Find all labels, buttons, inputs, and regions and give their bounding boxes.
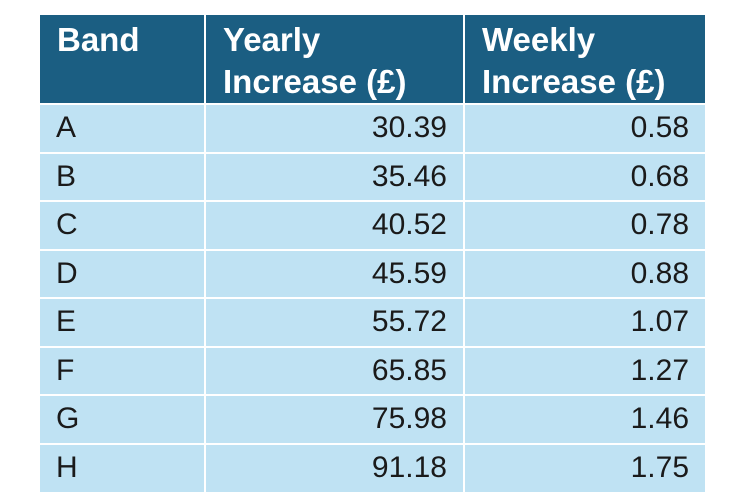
header-weekly-increase: Weekly Increase (£) bbox=[463, 15, 705, 105]
band-cell: D bbox=[40, 248, 206, 299]
header-weekly-line1: Weekly bbox=[482, 21, 596, 58]
band-cell: G bbox=[40, 394, 206, 445]
yearly-increase-cell: 45.59 bbox=[204, 248, 465, 299]
yearly-increase-cell: 91.18 bbox=[204, 442, 465, 492]
header-band: Band bbox=[40, 15, 206, 105]
band-increase-table: Band Yearly Increase (£) Weekly Increase… bbox=[40, 15, 705, 492]
header-yearly-line2: Increase (£) bbox=[223, 63, 407, 100]
yearly-increase-cell: 75.98 bbox=[204, 394, 465, 445]
table-row: B 35.46 0.68 bbox=[40, 151, 705, 202]
header-row: Band Yearly Increase (£) Weekly Increase… bbox=[40, 15, 705, 105]
band-cell: A bbox=[40, 103, 206, 154]
weekly-increase-cell: 1.46 bbox=[463, 394, 705, 445]
weekly-increase-cell: 1.75 bbox=[463, 442, 705, 492]
weekly-increase-cell: 1.27 bbox=[463, 345, 705, 396]
header-weekly-line2: Increase (£) bbox=[482, 63, 666, 100]
header-yearly-line1: Yearly bbox=[223, 21, 321, 58]
band-cell: H bbox=[40, 442, 206, 492]
table-body: A 30.39 0.58 B 35.46 0.68 C 40.52 0.78 D… bbox=[40, 103, 705, 492]
weekly-increase-cell: 0.68 bbox=[463, 151, 705, 202]
yearly-increase-cell: 40.52 bbox=[204, 200, 465, 251]
weekly-increase-cell: 0.58 bbox=[463, 103, 705, 154]
table-row: C 40.52 0.78 bbox=[40, 200, 705, 251]
header-yearly-increase: Yearly Increase (£) bbox=[204, 15, 465, 105]
table-row: F 65.85 1.27 bbox=[40, 345, 705, 396]
weekly-increase-cell: 1.07 bbox=[463, 297, 705, 348]
table-row: H 91.18 1.75 bbox=[40, 442, 705, 492]
header-band-label: Band bbox=[57, 21, 140, 58]
table-header: Band Yearly Increase (£) Weekly Increase… bbox=[40, 15, 705, 105]
table-row: G 75.98 1.46 bbox=[40, 394, 705, 445]
yearly-increase-cell: 35.46 bbox=[204, 151, 465, 202]
table-row: E 55.72 1.07 bbox=[40, 297, 705, 348]
weekly-increase-cell: 0.78 bbox=[463, 200, 705, 251]
table-row: A 30.39 0.58 bbox=[40, 103, 705, 154]
weekly-increase-cell: 0.88 bbox=[463, 248, 705, 299]
band-cell: E bbox=[40, 297, 206, 348]
yearly-increase-cell: 30.39 bbox=[204, 103, 465, 154]
band-cell: C bbox=[40, 200, 206, 251]
table-row: D 45.59 0.88 bbox=[40, 248, 705, 299]
band-cell: F bbox=[40, 345, 206, 396]
band-cell: B bbox=[40, 151, 206, 202]
yearly-increase-cell: 65.85 bbox=[204, 345, 465, 396]
yearly-increase-cell: 55.72 bbox=[204, 297, 465, 348]
